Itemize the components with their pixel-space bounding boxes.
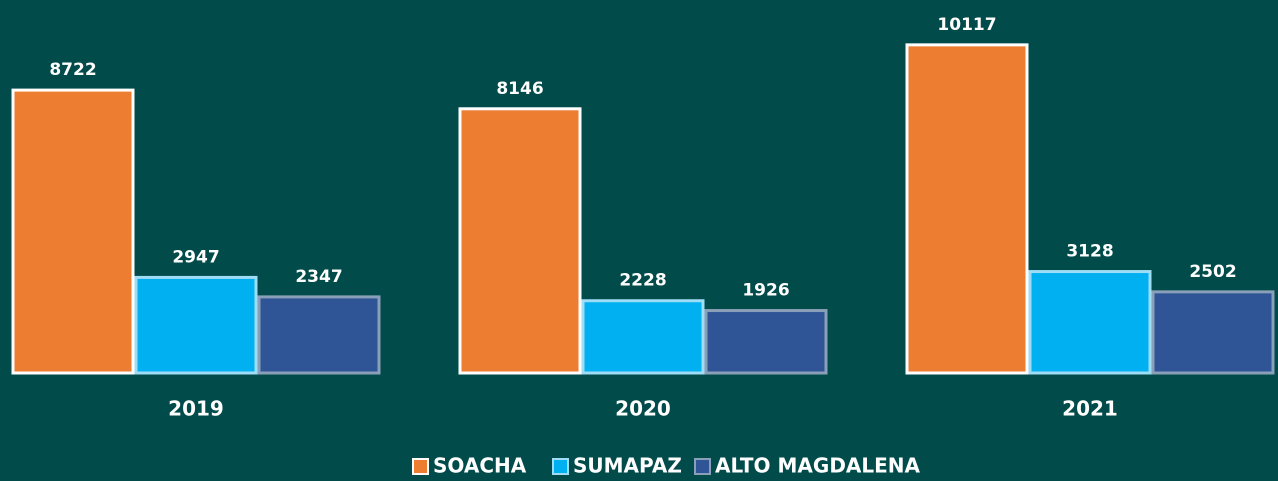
data-label: 8722	[49, 60, 96, 80]
data-label: 2347	[295, 267, 342, 287]
bar	[11, 88, 135, 375]
legend-swatch	[552, 458, 569, 475]
legend-swatch	[412, 458, 429, 475]
legend-label: SOACHA	[433, 454, 527, 478]
bar	[458, 107, 582, 375]
data-label: 10117	[937, 15, 996, 35]
data-label: 2228	[619, 271, 666, 291]
x-tick-label: 2019	[168, 397, 224, 421]
x-tick-label: 2020	[615, 397, 671, 421]
bar	[134, 275, 258, 375]
data-label: 8146	[496, 79, 543, 99]
legend-label: SUMAPAZ	[573, 454, 682, 478]
bar	[1028, 270, 1152, 375]
bar	[704, 309, 828, 375]
x-tick-label: 2021	[1062, 397, 1118, 421]
data-label: 2947	[172, 247, 219, 267]
bar	[581, 299, 705, 375]
bar	[1151, 290, 1275, 375]
bar	[905, 43, 1029, 375]
bar	[257, 295, 381, 375]
legend-swatch	[694, 458, 711, 475]
data-label: 1926	[742, 281, 789, 301]
data-label: 2502	[1189, 262, 1236, 282]
data-label: 3128	[1066, 242, 1113, 262]
legend-label: ALTO MAGDALENA	[715, 454, 921, 478]
